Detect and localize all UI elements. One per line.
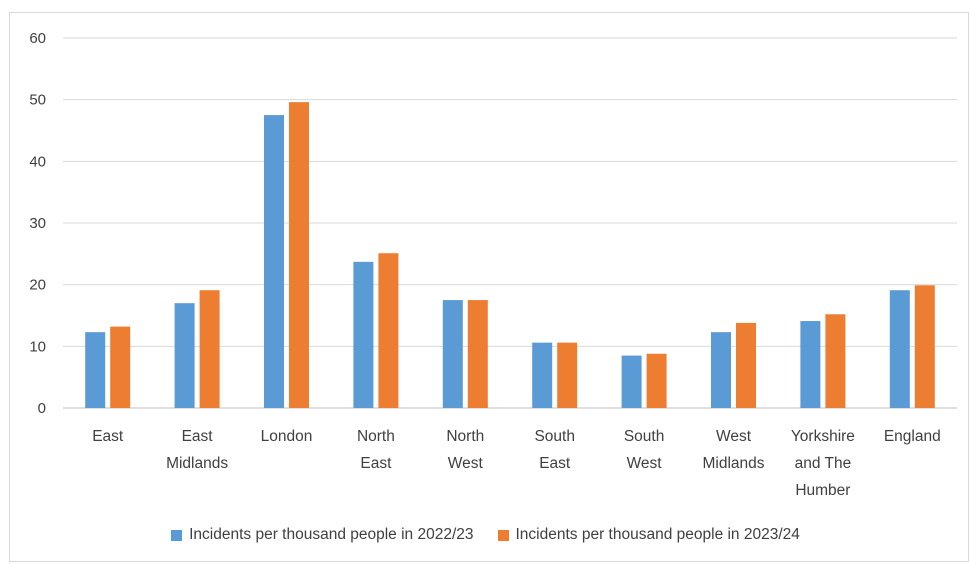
bar-series-1	[174, 303, 195, 408]
bar-series-2	[289, 102, 309, 408]
bar-series-1	[711, 332, 731, 408]
bar-series-2	[914, 285, 935, 408]
bar-series-2	[646, 353, 667, 408]
bar-chart: 0 10 20 30 40 50 60 East East Midlands London North…	[29, 30, 957, 499]
legend-label-series-1: Incidents per thousand people in 2022/23	[189, 526, 474, 543]
bars	[85, 102, 935, 408]
x-tick-label: Yorkshire and The Humber	[791, 428, 855, 499]
y-tick-label: 30	[29, 215, 46, 232]
x-tick-label: North West	[446, 428, 484, 472]
bar-series-2	[825, 314, 846, 408]
bar-series-1	[621, 355, 642, 408]
gridlines	[63, 37, 957, 409]
bar-series-2	[557, 342, 578, 408]
y-tick-label: 40	[29, 153, 46, 170]
bar-series-1	[85, 332, 106, 408]
y-tick-label: 10	[29, 338, 46, 355]
x-tick-label: South West	[624, 428, 665, 472]
bar-series-1	[442, 300, 463, 408]
bar-series-2	[736, 322, 756, 408]
x-tick-label: East	[92, 428, 124, 445]
x-tick-label: England	[884, 428, 941, 445]
y-tick-label: 20	[29, 277, 46, 294]
y-tick-label: 0	[38, 400, 46, 417]
bar-series-1	[889, 290, 910, 408]
axis-labels: 0 10 20 30 40 50 60 East East Midlands London North…	[29, 30, 940, 499]
legend: Incidents per thousand people in 2022/23…	[0, 526, 971, 544]
bar-series-2	[110, 326, 131, 408]
bar-series-1	[353, 261, 374, 408]
legend-swatch-series-1	[171, 529, 183, 541]
bar-series-1	[532, 342, 553, 408]
x-tick-label: South East	[534, 428, 575, 472]
x-tick-label: West Midlands	[702, 428, 764, 472]
y-tick-label: 50	[29, 92, 46, 109]
bar-series-2	[467, 300, 488, 408]
chart-frame	[9, 12, 969, 562]
legend-item-series-1: Incidents per thousand people in 2022/23	[171, 526, 474, 544]
bar-series-2	[378, 253, 399, 408]
bar-series-1	[800, 321, 821, 408]
x-tick-label: North East	[357, 428, 395, 472]
legend-item-series-2: Incidents per thousand people in 2023/24	[497, 526, 800, 544]
bar-series-2	[199, 290, 220, 408]
legend-swatch-series-2	[497, 529, 509, 541]
legend-label-series-2: Incidents per thousand people in 2023/24	[515, 526, 800, 543]
y-tick-label: 60	[29, 30, 46, 47]
x-tick-label: East Midlands	[166, 428, 228, 472]
x-tick-label: London	[261, 428, 313, 445]
bar-series-1	[264, 115, 284, 408]
